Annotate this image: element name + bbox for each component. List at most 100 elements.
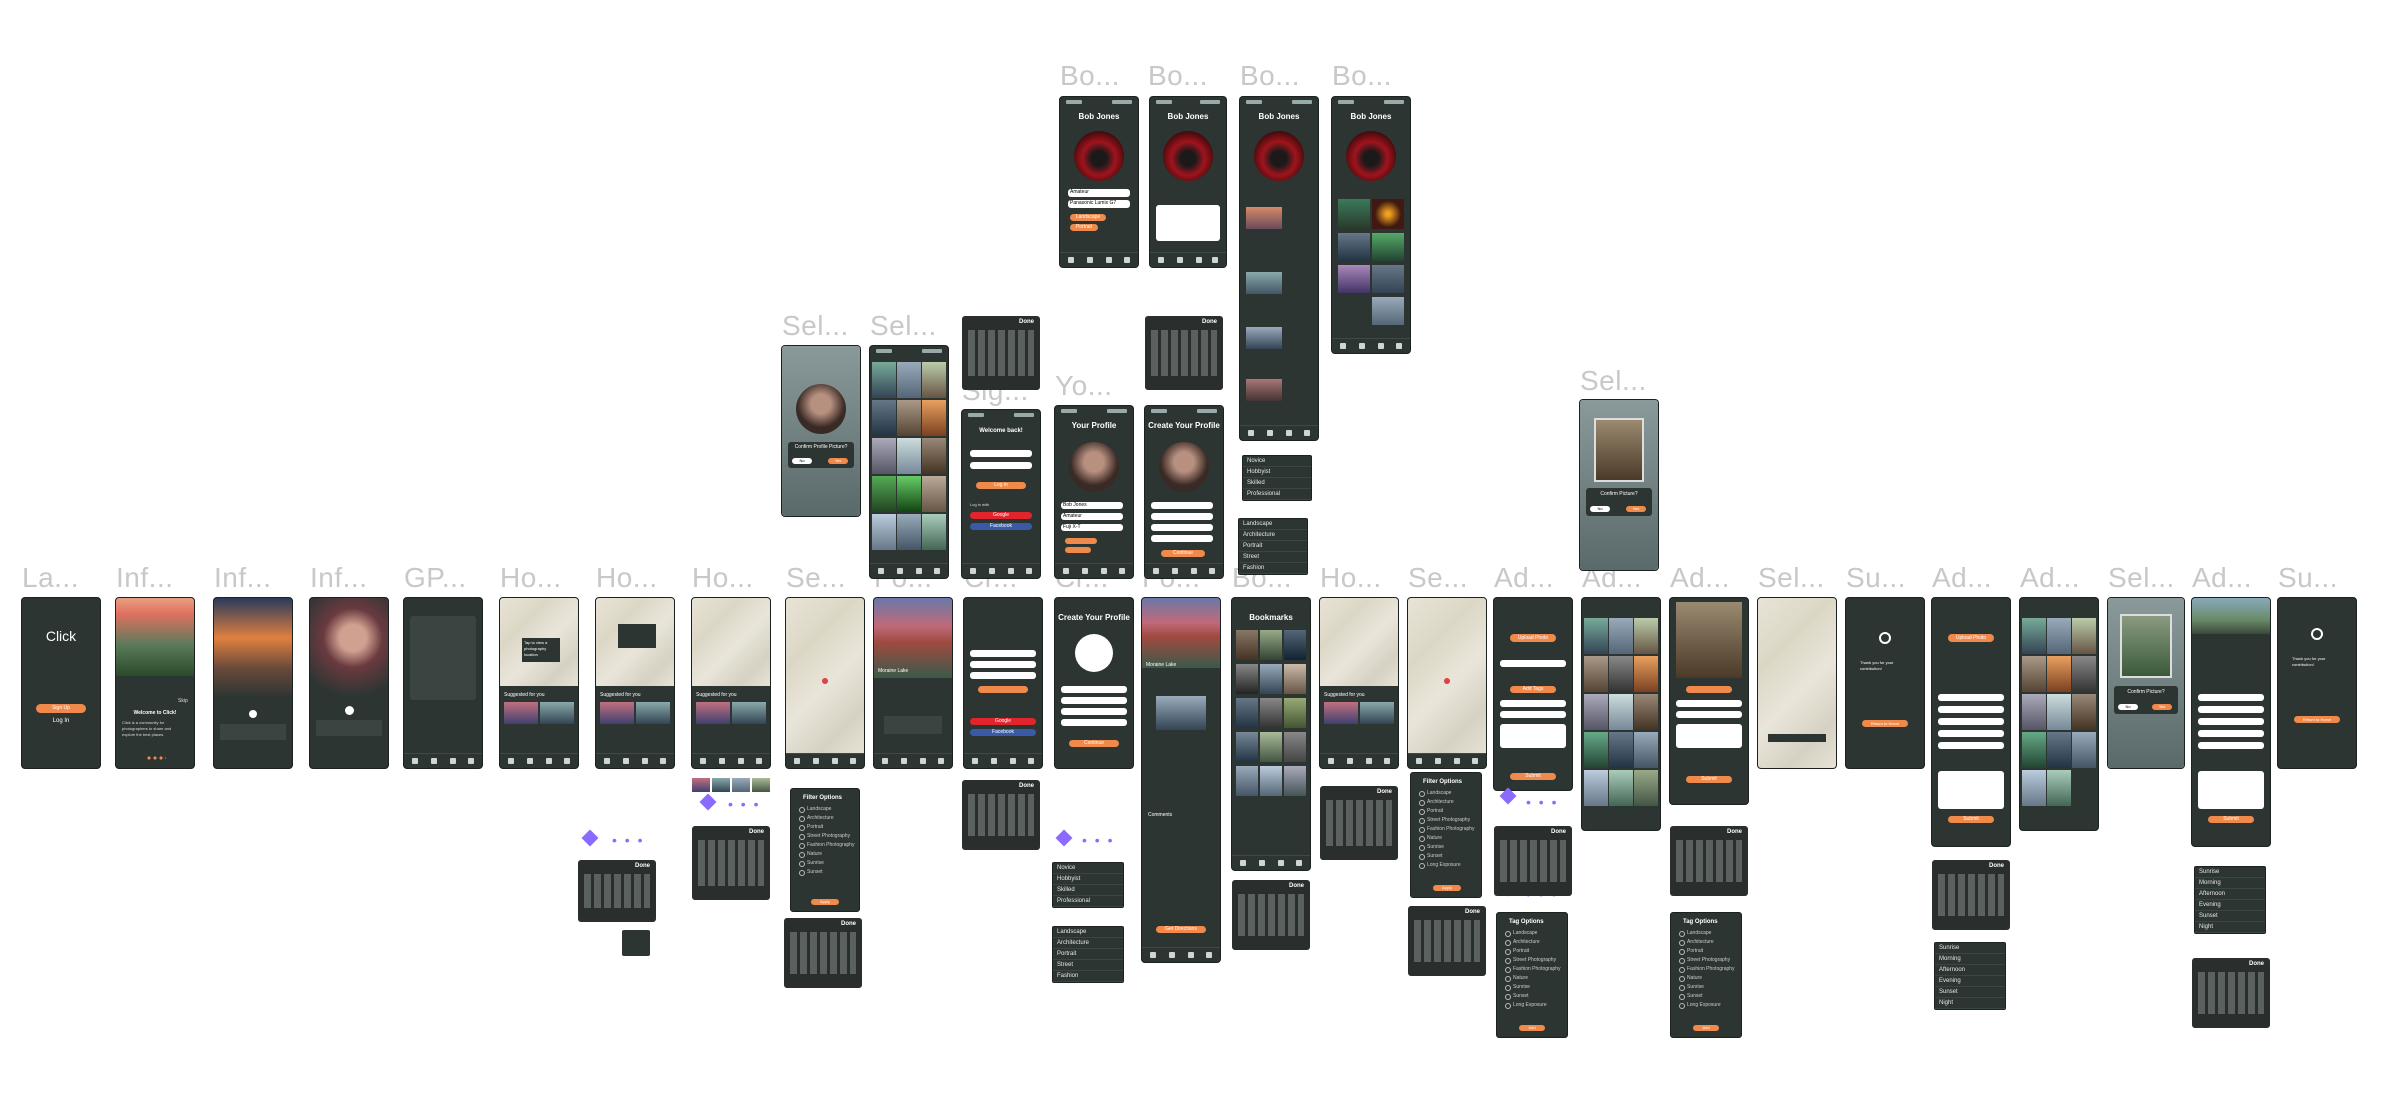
bookmark-photo[interactable] xyxy=(1236,664,1258,694)
gallery-photo[interactable] xyxy=(1609,694,1633,730)
filter-option[interactable]: Nature xyxy=(791,849,859,858)
name-field[interactable]: Bob Jones xyxy=(1061,502,1123,509)
camera-field[interactable]: Panasonic Lumix G7 xyxy=(1068,200,1130,208)
gallery-photo[interactable] xyxy=(1609,656,1633,692)
experience-dropdown[interactable]: Novice Hobbyist Skilled Professional xyxy=(1052,862,1124,908)
menu-item[interactable]: Landscape xyxy=(1239,519,1307,530)
time-field[interactable] xyxy=(2198,730,2264,737)
camera-field[interactable] xyxy=(1151,524,1213,531)
email-field[interactable] xyxy=(970,450,1032,457)
post-photo[interactable] xyxy=(1246,207,1282,229)
gallery-photo[interactable] xyxy=(1634,618,1658,654)
menu-item[interactable]: Sunset xyxy=(2195,911,2265,922)
create-account-button[interactable] xyxy=(978,686,1028,693)
gallery-photo[interactable] xyxy=(2022,694,2046,730)
title-field[interactable] xyxy=(1500,660,1566,667)
menu-item[interactable]: Afternoon xyxy=(1935,965,2005,976)
tag-option[interactable]: Sunset xyxy=(1671,991,1741,1000)
bookmark-photo[interactable] xyxy=(1260,698,1282,728)
yes-button[interactable]: Yes xyxy=(828,458,848,464)
location-field[interactable] xyxy=(1500,700,1566,707)
suggested-photo[interactable] xyxy=(636,702,670,724)
description-field[interactable] xyxy=(1938,771,2004,809)
gallery-photo[interactable] xyxy=(872,476,896,512)
gallery-photo[interactable] xyxy=(922,400,946,436)
bookmark-photo[interactable] xyxy=(1236,698,1258,728)
gallery-photo[interactable] xyxy=(1584,694,1608,730)
gallery-photo[interactable] xyxy=(897,362,921,398)
thumbnail[interactable] xyxy=(712,778,730,792)
bookmark-photo[interactable] xyxy=(1284,698,1306,728)
name-field[interactable] xyxy=(1151,502,1213,509)
menu-item[interactable]: Fashion xyxy=(1239,563,1307,574)
yes-button[interactable]: Yes xyxy=(2152,704,2172,710)
sign-up-button[interactable]: Sign Up xyxy=(36,704,86,713)
location-photo-secondary[interactable] xyxy=(1156,696,1206,730)
gallery-photo[interactable] xyxy=(2047,618,2071,654)
bookmark-photo[interactable] xyxy=(1236,732,1258,762)
genre-dropdown[interactable]: Landscape Architecture Portrait Street F… xyxy=(1238,518,1308,575)
map-pin-icon[interactable] xyxy=(1444,678,1450,684)
suggested-photo[interactable] xyxy=(540,702,574,724)
thumbnail[interactable] xyxy=(692,778,710,792)
upload-photo-button[interactable]: Upload Photo xyxy=(1510,634,1556,642)
map-view[interactable] xyxy=(1320,598,1398,686)
menu-item[interactable]: Fashion xyxy=(1053,971,1123,982)
gallery-photo[interactable] xyxy=(897,400,921,436)
avatar-placeholder[interactable] xyxy=(1075,634,1113,672)
gallery-photo[interactable] xyxy=(897,438,921,474)
post-photo[interactable] xyxy=(1246,272,1282,294)
gallery-photo[interactable] xyxy=(2072,732,2096,768)
tag-option[interactable]: Nature xyxy=(1497,973,1567,982)
filter-option[interactable]: Sunset xyxy=(791,867,859,876)
gallery-photo[interactable] xyxy=(1372,233,1404,261)
keyboard-done[interactable]: Done xyxy=(1377,789,1392,795)
menu-item[interactable]: Architecture xyxy=(1053,938,1123,949)
filter-option[interactable]: Sunset xyxy=(1411,851,1481,860)
menu-item[interactable]: Landscape xyxy=(1053,927,1123,938)
suggested-photo[interactable] xyxy=(600,702,634,724)
map-view[interactable] xyxy=(692,598,770,686)
gallery-photo[interactable] xyxy=(2022,656,2046,692)
gallery-photo[interactable] xyxy=(2072,618,2096,654)
bookmark-photo[interactable] xyxy=(1260,766,1282,796)
log-in-link[interactable]: Log In xyxy=(52,718,70,724)
suggested-photo[interactable] xyxy=(1360,702,1394,724)
camera-field[interactable]: Fuji X-T xyxy=(1061,524,1123,531)
filter-option[interactable]: Portrait xyxy=(791,822,859,831)
tag-option[interactable]: Sunrise xyxy=(1497,982,1567,991)
menu-item[interactable]: Evening xyxy=(2195,900,2265,911)
keyboard-done[interactable]: Done xyxy=(2249,961,2264,967)
thumbnail[interactable] xyxy=(752,778,770,792)
tag-option[interactable]: Street Photography xyxy=(1497,955,1567,964)
filter-option[interactable]: Architecture xyxy=(1411,797,1481,806)
experience-field[interactable]: Amateur xyxy=(1061,513,1123,520)
description-field[interactable] xyxy=(1500,724,1566,748)
keyboard-done[interactable]: Done xyxy=(1465,909,1480,915)
filter-option[interactable]: Portrait xyxy=(1411,806,1481,815)
genre-dropdown[interactable]: Landscape Architecture Portrait Street F… xyxy=(1052,926,1124,983)
title-field[interactable] xyxy=(2198,694,2264,701)
keyboard-done[interactable]: Done xyxy=(841,921,856,927)
suggested-photo[interactable] xyxy=(696,702,730,724)
description-field[interactable] xyxy=(1676,724,1742,748)
add-tags-button[interactable] xyxy=(1686,686,1732,693)
gallery-photo[interactable] xyxy=(2022,770,2046,806)
tag-option[interactable]: Fashion Photography xyxy=(1497,964,1567,973)
gallery-photo[interactable] xyxy=(2047,732,2071,768)
skip-link[interactable]: Skip xyxy=(178,698,188,704)
camera-field[interactable] xyxy=(2198,742,2264,749)
gallery-photo[interactable] xyxy=(1338,233,1370,261)
upload-photo-button[interactable]: Upload Photo xyxy=(1948,634,1994,642)
tag-option[interactable]: Long Exposure xyxy=(1671,1000,1741,1009)
gallery-photo[interactable] xyxy=(922,514,946,550)
gallery-photo[interactable] xyxy=(1338,265,1370,293)
gallery-photo[interactable] xyxy=(2072,656,2096,692)
genre-field[interactable] xyxy=(1151,535,1213,542)
gallery-photo[interactable] xyxy=(1609,618,1633,654)
menu-item[interactable]: Street xyxy=(1053,960,1123,971)
menu-item[interactable]: Night xyxy=(2195,922,2265,933)
yes-button[interactable]: Yes xyxy=(1626,506,1646,512)
gallery-photo[interactable] xyxy=(897,514,921,550)
tag-chip[interactable]: Portrait xyxy=(1070,224,1098,231)
